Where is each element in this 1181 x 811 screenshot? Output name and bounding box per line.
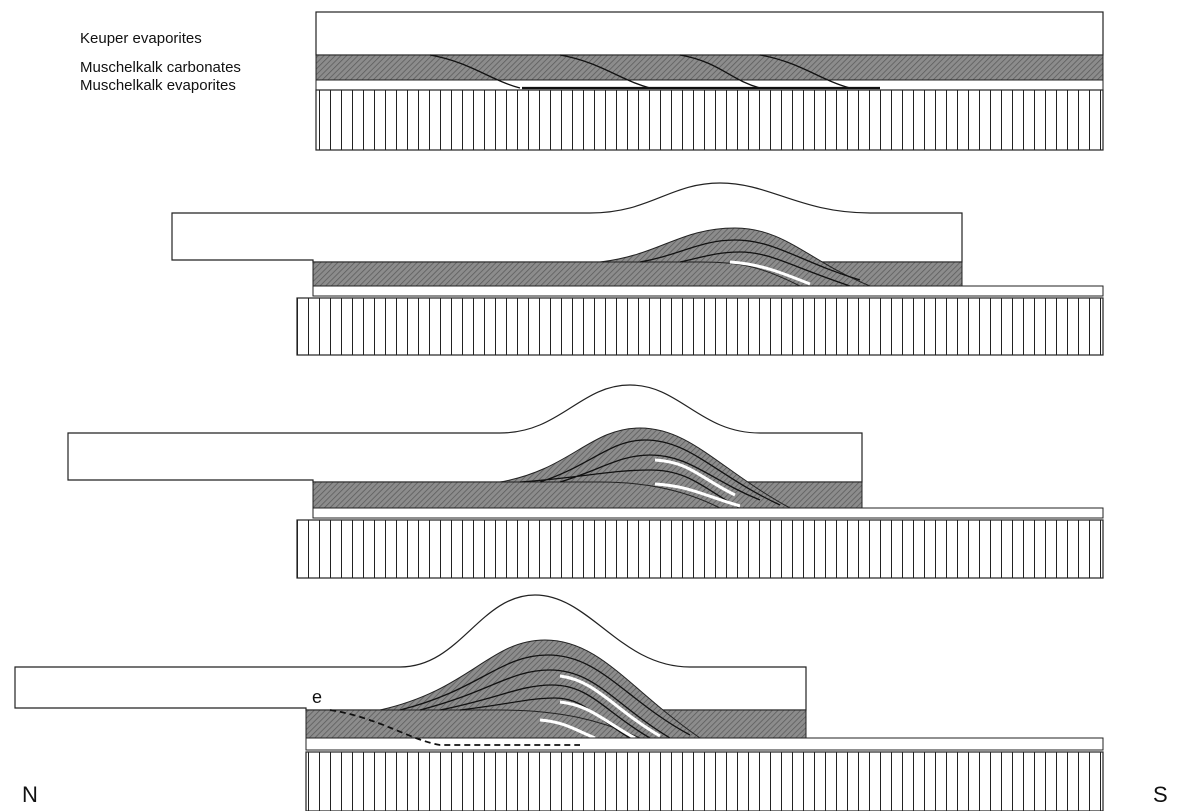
dashed-fault — [329, 709, 580, 746]
fold-lines — [639, 239, 861, 287]
thrust-faults — [429, 54, 851, 89]
direction-label: N — [22, 782, 38, 807]
keuper-layer — [171, 182, 963, 263]
fold-lines — [519, 439, 781, 509]
point-label: e — [312, 687, 322, 707]
legend-label: Keuper evaporites — [80, 30, 202, 47]
evaporite-lens — [729, 260, 811, 286]
stage-1 — [315, 11, 1104, 151]
fold — [379, 639, 702, 739]
evaporite-layer — [305, 737, 1104, 751]
legend-label: Muschelkalk carbonates — [80, 59, 241, 76]
basement — [296, 297, 1104, 356]
carbonate-layer — [312, 261, 963, 287]
evaporite-layer — [312, 507, 1104, 519]
evaporite-layer — [312, 285, 1104, 297]
basement — [315, 89, 1104, 151]
stage-4 — [14, 594, 1104, 811]
direction-label: S — [1153, 782, 1168, 807]
fold — [599, 227, 871, 287]
basement — [305, 751, 1104, 811]
keuper-layer — [67, 384, 863, 483]
evaporite-lens — [654, 458, 741, 508]
legend-label: Muschelkalk evaporites — [80, 77, 236, 94]
keuper-layer — [14, 594, 807, 711]
fold — [499, 427, 791, 509]
basement — [296, 519, 1104, 579]
fold-lines — [399, 654, 691, 739]
carbonate-layer — [315, 54, 1104, 81]
stage-3 — [67, 384, 1104, 579]
stage-2 — [171, 182, 1104, 356]
evaporite-lens — [539, 674, 661, 740]
keuper-layer — [315, 11, 1104, 56]
